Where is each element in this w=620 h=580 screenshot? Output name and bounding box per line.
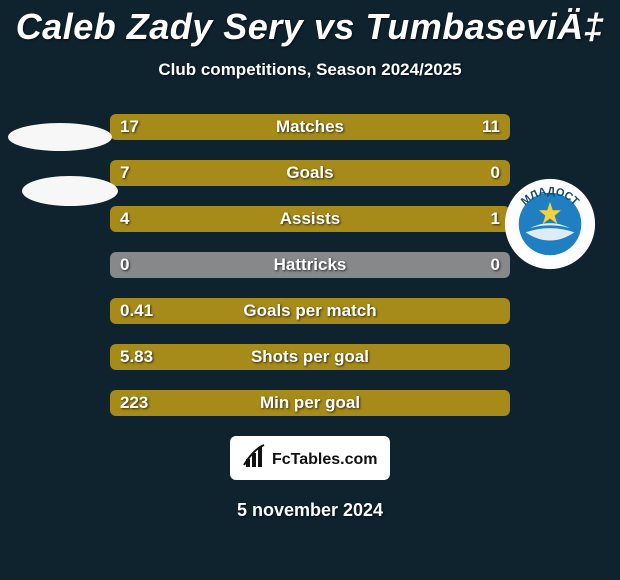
stat-label: Shots per goal (110, 344, 510, 370)
page-title: Caleb Zady Sery vs TumbaseviÄ‡ (0, 0, 620, 48)
stat-row: 70Goals (110, 160, 510, 186)
player-photo-placeholder (22, 176, 118, 206)
stat-label: Hattricks (110, 252, 510, 278)
stat-row: 1711Matches (110, 114, 510, 140)
stat-row: 5.83Shots per goal (110, 344, 510, 370)
logo-text: FcTables.com (272, 451, 378, 468)
stat-row: 41Assists (110, 206, 510, 232)
stat-row: 00Hattricks (110, 252, 510, 278)
stat-label: Matches (110, 114, 510, 140)
stat-row: 0.41Goals per match (110, 298, 510, 324)
fctables-logo: FcTables.com (230, 436, 390, 480)
stat-label: Goals per match (110, 298, 510, 324)
club-badge: МЛАДОСТ (504, 178, 596, 270)
stat-row: 223Min per goal (110, 390, 510, 416)
stat-label: Min per goal (110, 390, 510, 416)
subtitle: Club competitions, Season 2024/2025 (0, 60, 620, 80)
player-photo-placeholder (8, 123, 112, 151)
stat-label: Assists (110, 206, 510, 232)
date-label: 5 november 2024 (0, 500, 620, 521)
stat-label: Goals (110, 160, 510, 186)
